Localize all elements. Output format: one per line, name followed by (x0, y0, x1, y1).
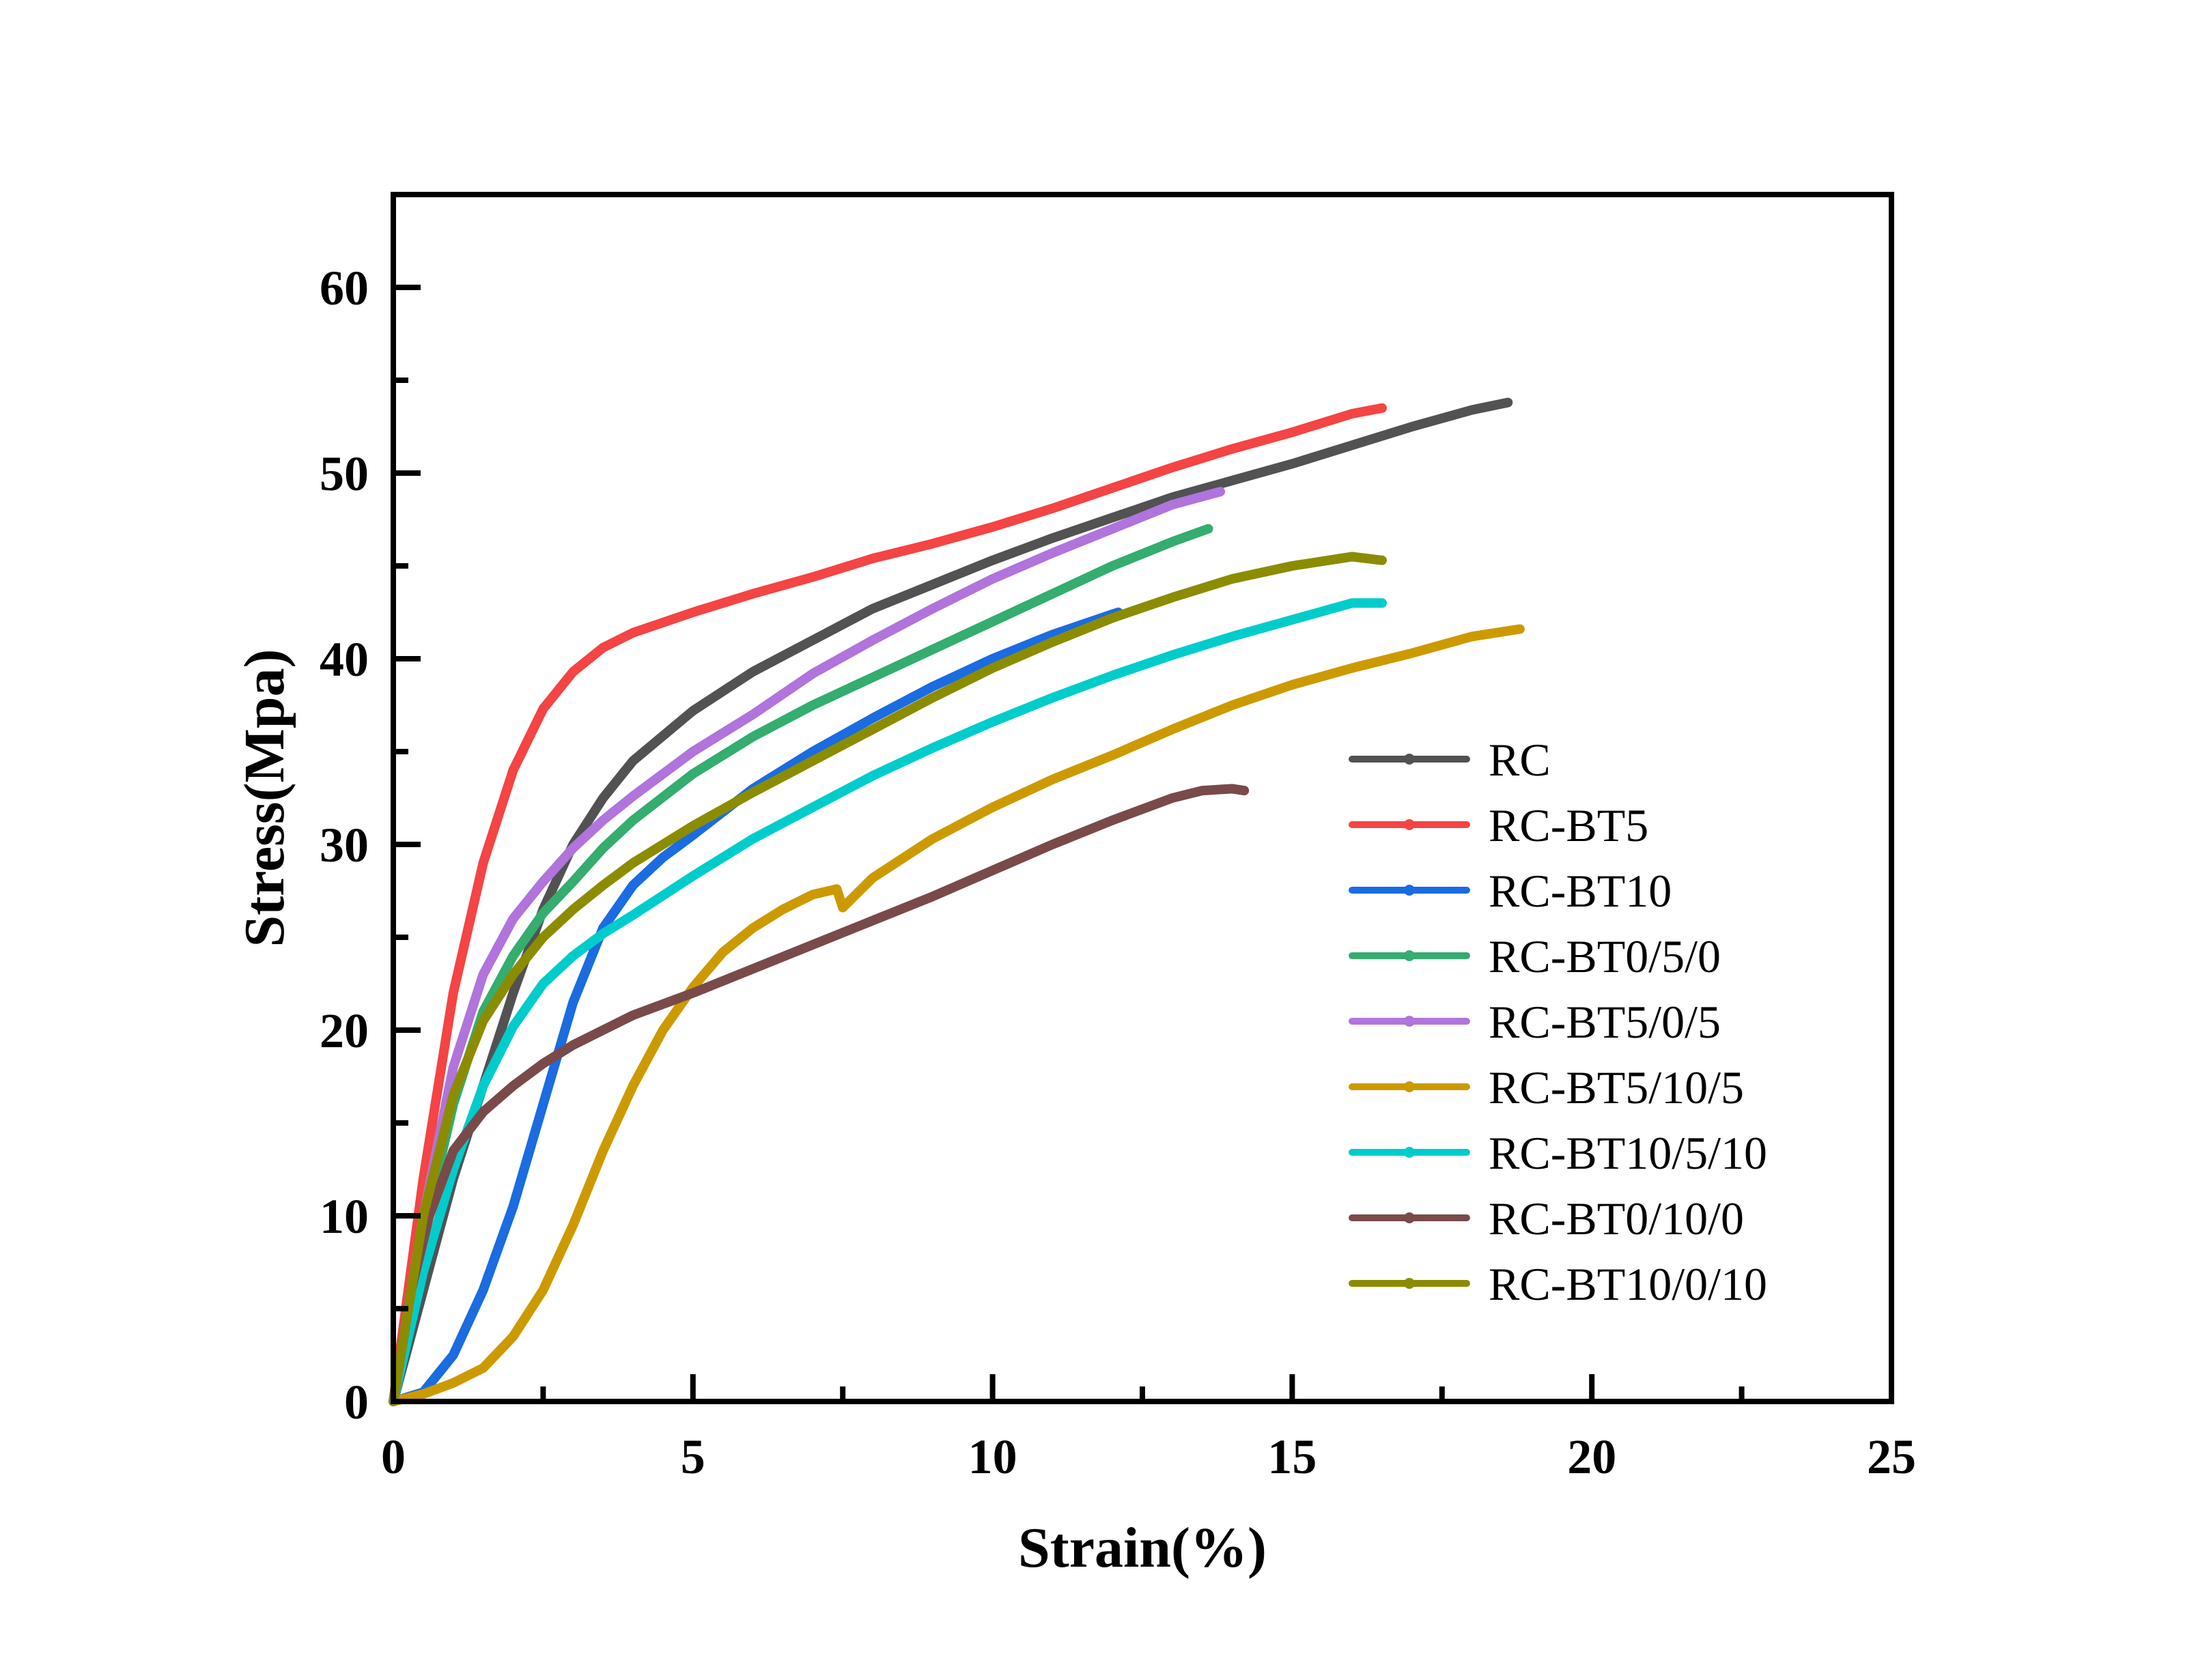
y-tick-label: 0 (344, 1375, 369, 1429)
y-tick-label: 40 (320, 632, 369, 687)
y-axis-title: Stress(Mpa) (233, 649, 296, 947)
y-tick-label: 10 (320, 1189, 369, 1244)
y-tick-label: 20 (320, 1003, 369, 1058)
x-axis-title: Strain(%) (1018, 1516, 1267, 1580)
legend-marker (1404, 950, 1415, 961)
legend-label: RC-BT5/10/5 (1489, 1062, 1744, 1113)
legend-marker (1404, 1278, 1415, 1289)
series-line-rc-bt0-10-0 (393, 788, 1244, 1401)
legend-label: RC-BT10/0/10 (1489, 1258, 1767, 1310)
legend-label: RC-BT5/0/5 (1489, 996, 1721, 1048)
legend-marker (1404, 1147, 1415, 1158)
legend-label: RC (1489, 734, 1551, 786)
x-tick-label: 15 (1267, 1429, 1317, 1484)
y-tick-label: 50 (320, 446, 369, 501)
legend-marker (1404, 754, 1415, 765)
legend-marker (1404, 819, 1415, 830)
x-tick-label: 5 (681, 1429, 705, 1484)
legend-marker (1404, 1081, 1415, 1092)
y-tick-label: 60 (320, 261, 369, 315)
x-tick-label: 25 (1867, 1429, 1916, 1484)
legend-label: RC-BT0/5/0 (1489, 930, 1721, 982)
legend-label: RC-BT10 (1489, 865, 1672, 917)
curves-layer (393, 403, 1520, 1401)
legend-label: RC-BT5 (1489, 799, 1648, 851)
x-tick-label: 20 (1567, 1429, 1616, 1484)
x-tick-label: 0 (381, 1429, 406, 1484)
legend: RC RC-BT5 RC-BT10 RC-BT0/5/0 RC-BT5/0/5 RC-BT… (1352, 734, 1767, 1310)
y-tick-label: 30 (320, 818, 369, 872)
legend-label: RC-BT10/5/10 (1489, 1127, 1767, 1179)
legend-marker (1404, 1016, 1415, 1027)
legend-marker (1404, 885, 1415, 896)
legend-label: RC-BT0/10/0 (1489, 1193, 1744, 1244)
x-tick-label: 10 (968, 1429, 1017, 1484)
legend-marker (1404, 1212, 1415, 1223)
